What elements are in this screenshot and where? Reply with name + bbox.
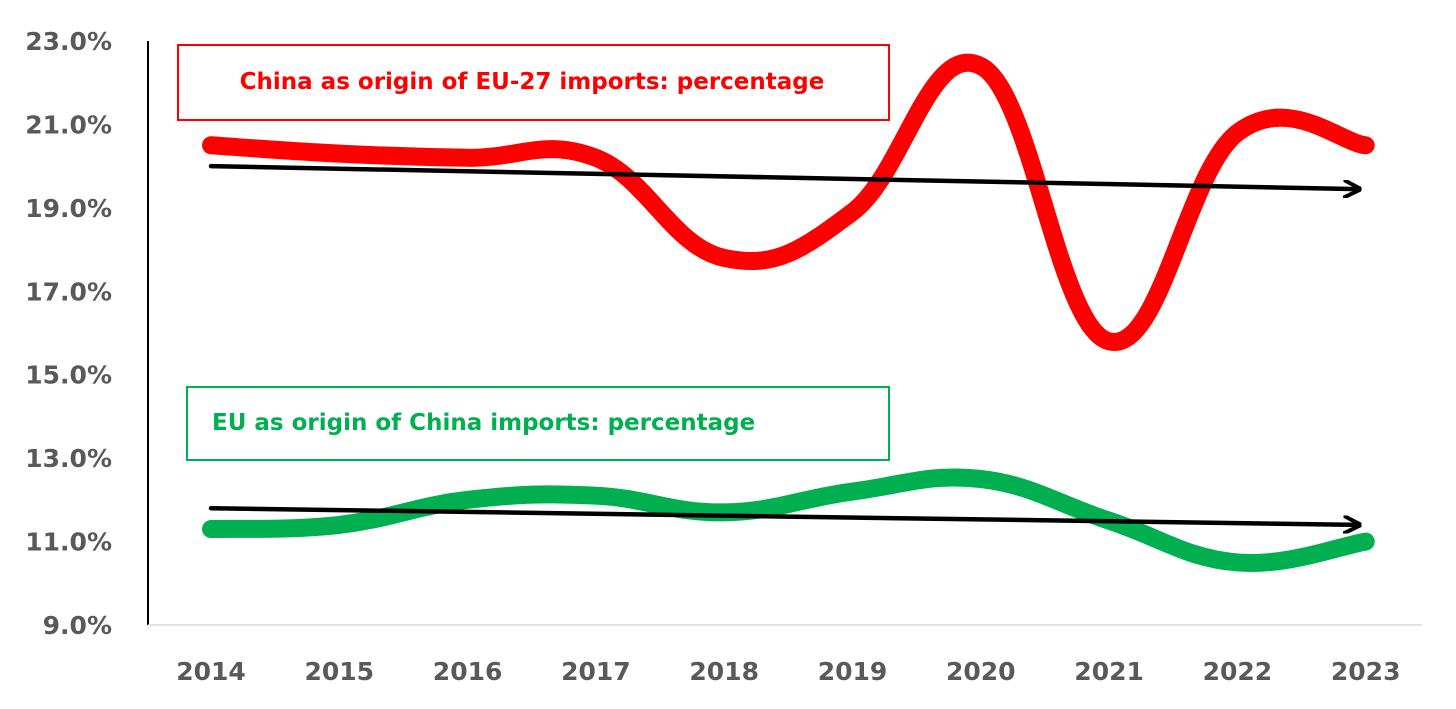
trend-arrow-0 — [208, 163, 1358, 189]
series-line-1 — [202, 468, 1375, 572]
x-tick-label: 2023 — [1331, 657, 1401, 686]
y-tick-label: 17.0% — [25, 277, 112, 306]
y-tick-label: 23.0% — [25, 27, 112, 56]
x-tick-label: 2014 — [176, 657, 246, 686]
x-tick-label: 2017 — [561, 657, 631, 686]
series-line-0 — [202, 54, 1375, 351]
y-tick-label: 21.0% — [25, 110, 112, 139]
x-axis-tick-labels: 2014 2015 2016 2017 2018 2019 2020 2021 2022 2023 — [176, 657, 1400, 686]
legend-label-china: China as origin of EU-27 imports: percen… — [240, 69, 825, 95]
legend-label-eu: EU as origin of China imports: percentag… — [212, 410, 755, 436]
legend-box-china: China as origin of EU-27 imports: percen… — [177, 44, 890, 121]
y-tick-label: 9.0% — [43, 611, 112, 640]
y-tick-label: 15.0% — [25, 361, 112, 390]
y-tick-label: 19.0% — [25, 194, 112, 223]
series-lines — [202, 54, 1375, 572]
trend-arrows — [208, 163, 1358, 525]
x-tick-label: 2016 — [433, 657, 503, 686]
y-axis-tick-labels: 9.0% 11.0% 13.0% 15.0% 17.0% 19.0% 21.0% 23.0% — [25, 27, 112, 640]
trend-arrow-1 — [208, 505, 1358, 525]
x-tick-label: 2019 — [818, 657, 888, 686]
y-tick-label: 11.0% — [25, 528, 112, 557]
x-tick-label: 2015 — [305, 657, 375, 686]
x-tick-label: 2022 — [1203, 657, 1273, 686]
x-tick-label: 2020 — [946, 657, 1016, 686]
legend-box-eu: EU as origin of China imports: percentag… — [186, 386, 890, 461]
y-tick-label: 13.0% — [25, 444, 112, 473]
x-tick-label: 2018 — [689, 657, 759, 686]
x-tick-label: 2021 — [1074, 657, 1144, 686]
